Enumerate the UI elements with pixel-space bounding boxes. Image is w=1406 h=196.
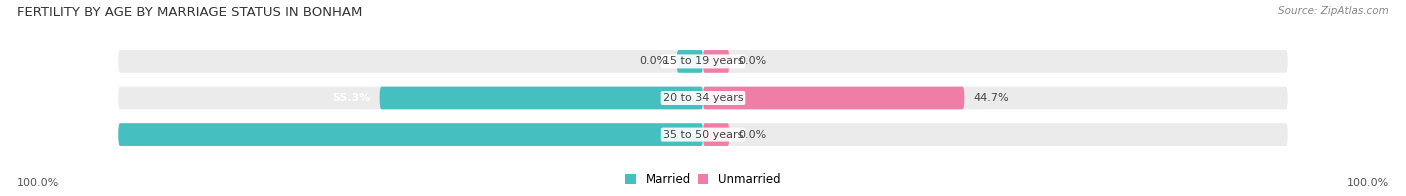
Text: 55.3%: 55.3% [333, 93, 371, 103]
FancyBboxPatch shape [703, 50, 730, 73]
Text: 0.0%: 0.0% [738, 130, 766, 140]
FancyBboxPatch shape [380, 87, 703, 109]
Text: Source: ZipAtlas.com: Source: ZipAtlas.com [1278, 6, 1389, 16]
Text: 44.7%: 44.7% [973, 93, 1008, 103]
Text: 0.0%: 0.0% [640, 56, 668, 66]
FancyBboxPatch shape [703, 87, 965, 109]
FancyBboxPatch shape [118, 50, 1288, 73]
FancyBboxPatch shape [118, 87, 1288, 109]
FancyBboxPatch shape [118, 123, 703, 146]
FancyBboxPatch shape [118, 123, 1288, 146]
Text: 35 to 50 years: 35 to 50 years [662, 130, 744, 140]
Text: 100.0%: 100.0% [17, 178, 59, 188]
FancyBboxPatch shape [703, 123, 730, 146]
Text: 0.0%: 0.0% [738, 56, 766, 66]
Legend: Married, Unmarried: Married, Unmarried [626, 173, 780, 186]
Text: 20 to 34 years: 20 to 34 years [662, 93, 744, 103]
Text: FERTILITY BY AGE BY MARRIAGE STATUS IN BONHAM: FERTILITY BY AGE BY MARRIAGE STATUS IN B… [17, 6, 363, 19]
Text: 100.0%: 100.0% [63, 130, 110, 140]
Text: 100.0%: 100.0% [1347, 178, 1389, 188]
Text: 15 to 19 years: 15 to 19 years [662, 56, 744, 66]
FancyBboxPatch shape [676, 50, 703, 73]
